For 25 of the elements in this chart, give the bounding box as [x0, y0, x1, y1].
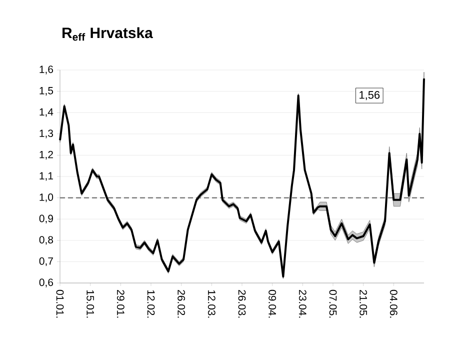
x-tick-label: 12.03.	[208, 290, 216, 318]
y-tick-label: 0,6	[39, 278, 54, 288]
y-tick-label: 1,2	[40, 150, 53, 160]
y-tick-label: 0,8	[39, 236, 54, 245]
y-tick-label: 1,1	[40, 172, 53, 181]
x-tick-label: 09.04.	[268, 290, 276, 318]
y-tick-label: 1,5	[40, 87, 54, 96]
x-tick-label: 01.01.	[56, 290, 64, 318]
x-tick-label: 26.03.	[238, 290, 246, 318]
x-tick-label: 04.06.	[390, 290, 398, 318]
x-tick-label: 29.01.	[116, 290, 124, 318]
x-tick-label: 15.01.	[86, 290, 94, 318]
y-tick-label: 1,3	[40, 130, 54, 138]
x-tick-label: 26.02.	[178, 290, 186, 318]
y-tick-label: 0,7	[39, 257, 53, 266]
y-tick-label: 1,4	[40, 108, 54, 117]
x-tick-label: 07.05.	[329, 290, 337, 318]
x-tick-label: 12.02.	[147, 290, 155, 318]
y-tick-label: 1,6	[40, 66, 54, 74]
x-tick-label: 21.05.	[360, 290, 368, 318]
y-tick-label: 0,9	[39, 214, 53, 224]
x-tick-label: 23.04.	[298, 290, 306, 318]
chart-title: R$_{eff}$ Hrvatska	[62, 27, 153, 41]
annotation: 1,56	[360, 91, 380, 100]
y-tick-label: 1,0	[40, 193, 54, 202]
